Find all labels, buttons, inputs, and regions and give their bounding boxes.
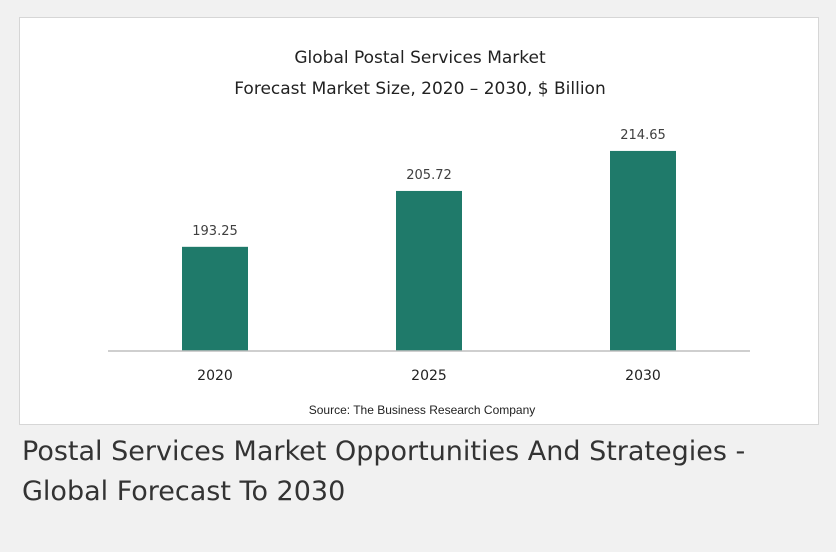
bar-2020: [182, 246, 248, 351]
chart-title: Global Postal Services Market: [294, 48, 546, 68]
data-label-2030: 214.65: [620, 128, 666, 143]
chart-frame: Global Postal Services Market Forecast M…: [19, 17, 819, 425]
x-tick-label-2025: 2025: [411, 368, 447, 384]
chart-subtitle: Forecast Market Size, 2020 – 2030, $ Bil…: [234, 79, 605, 99]
x-tick-labels: 2020 2025 2030: [197, 368, 661, 384]
bar-2030: [610, 150, 676, 351]
x-tick-label-2030: 2030: [625, 368, 661, 384]
data-label-2020: 193.25: [192, 224, 238, 239]
data-label-2025: 205.72: [406, 168, 452, 183]
bar-2025: [396, 190, 462, 351]
chart-caption: Postal Services Market Opportunities And…: [22, 436, 746, 507]
x-tick-label-2020: 2020: [197, 368, 233, 384]
source-note: Source: The Business Research Company: [309, 403, 536, 417]
bars-layer: 193.25 205.72 214.65: [182, 128, 676, 351]
bar-chart: Global Postal Services Market Forecast M…: [108, 48, 750, 417]
